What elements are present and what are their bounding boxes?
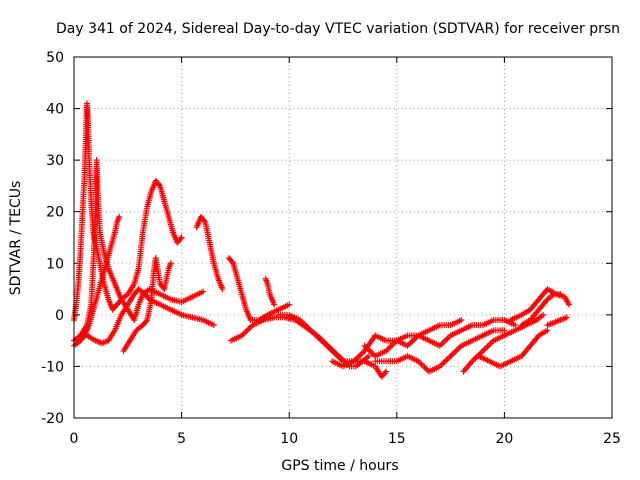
y-axis-ticks: -20 -10 0 10 20 30 40 50 bbox=[41, 50, 612, 427]
data-point bbox=[219, 286, 226, 293]
series-track-16 bbox=[507, 286, 572, 324]
data-point bbox=[229, 258, 236, 265]
x-axis-label: GPS time / hours bbox=[281, 458, 398, 474]
data-point bbox=[156, 181, 163, 188]
data-point bbox=[178, 234, 185, 241]
y-tick-label: 50 bbox=[46, 50, 64, 66]
series-track-13 bbox=[372, 327, 508, 375]
x-tick-label: 25 bbox=[603, 431, 621, 447]
x-tick-label: 0 bbox=[70, 431, 79, 447]
data-point bbox=[286, 301, 293, 308]
series-track-15 bbox=[475, 327, 551, 370]
series-track-2 bbox=[71, 100, 185, 324]
plot-frame bbox=[73, 56, 613, 419]
series-track-8 bbox=[262, 275, 278, 308]
y-tick-label: 10 bbox=[46, 256, 64, 272]
series-track-3 bbox=[71, 157, 207, 344]
data-point bbox=[271, 301, 278, 308]
data-point bbox=[563, 314, 570, 321]
series-track-12 bbox=[361, 317, 519, 360]
y-tick-label: -10 bbox=[41, 359, 64, 375]
data-point bbox=[116, 213, 123, 220]
data-point bbox=[177, 235, 184, 242]
x-tick-label: 5 bbox=[177, 431, 186, 447]
data-point bbox=[200, 288, 207, 295]
data-point bbox=[210, 322, 217, 329]
chart-title: Day 341 of 2024, Sidereal Day-to-day VTE… bbox=[56, 21, 620, 37]
series-track-10 bbox=[275, 311, 390, 380]
data-point bbox=[201, 217, 208, 224]
data-point bbox=[565, 301, 572, 308]
data-point bbox=[381, 369, 388, 376]
series-track-7 bbox=[225, 255, 293, 324]
data-series bbox=[71, 100, 572, 380]
y-tick-label: -20 bbox=[41, 411, 64, 427]
x-tick-label: 15 bbox=[388, 431, 406, 447]
x-axis-ticks: 0 5 10 15 20 25 bbox=[70, 57, 621, 447]
x-tick-label: 20 bbox=[495, 431, 513, 447]
y-tick-label: 40 bbox=[46, 102, 64, 118]
series-track-6 bbox=[193, 213, 226, 293]
data-point bbox=[512, 322, 519, 329]
data-point bbox=[458, 317, 465, 324]
data-point bbox=[501, 327, 508, 334]
data-point bbox=[557, 291, 564, 298]
y-axis-label: SDTVAR / TECUs bbox=[8, 181, 24, 296]
data-point bbox=[544, 327, 551, 334]
data-point bbox=[383, 368, 390, 375]
y-tick-label: 30 bbox=[46, 153, 64, 169]
data-point bbox=[540, 311, 547, 318]
y-tick-label: 20 bbox=[46, 205, 64, 221]
x-tick-label: 10 bbox=[280, 431, 298, 447]
y-tick-label: 0 bbox=[55, 308, 64, 324]
series-track-18 bbox=[544, 314, 570, 329]
data-point bbox=[365, 353, 372, 360]
data-point bbox=[167, 260, 174, 267]
data-point bbox=[143, 318, 150, 325]
series-track-5 bbox=[120, 255, 174, 354]
series-track-17 bbox=[518, 291, 564, 329]
